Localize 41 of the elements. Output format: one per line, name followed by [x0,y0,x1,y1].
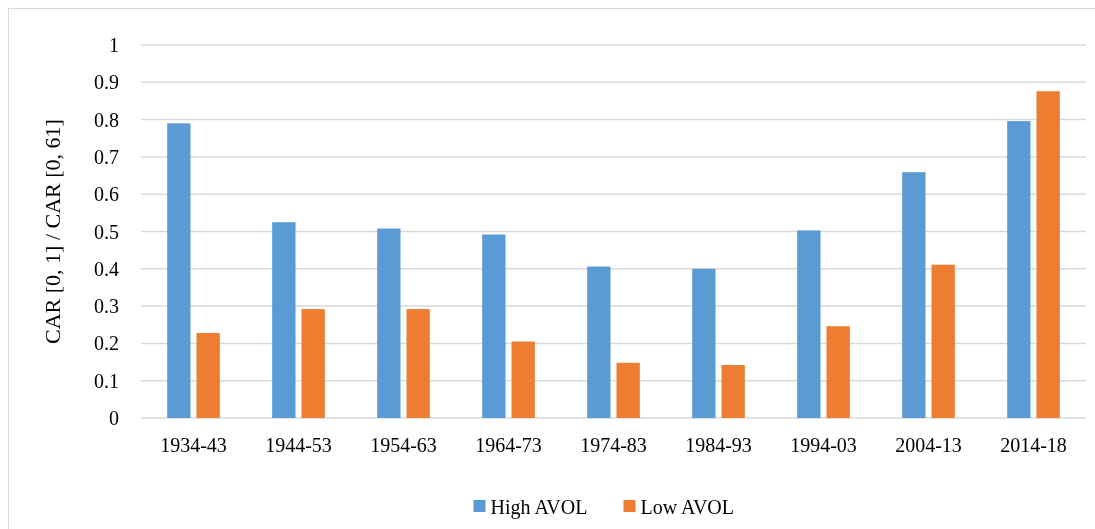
bar [482,234,506,418]
bar [692,268,716,418]
x-tick-label: 1934-43 [160,434,227,456]
y-tick-label: 0.4 [94,257,119,280]
y-axis-title: CAR [0, 1] / CAR [0, 61] [40,119,65,344]
y-tick-label: 0.1 [94,369,119,392]
bar [1007,121,1031,418]
y-tick-label: 0.2 [94,332,119,355]
x-tick-label: 1944-53 [265,434,332,456]
bar [406,309,430,418]
x-tick-label: 1974-83 [580,434,647,456]
bar [377,228,401,418]
y-tick-label: 0 [109,407,119,429]
bar [902,172,926,418]
y-tick-label: 0.5 [94,220,119,243]
bar [616,362,640,418]
bar [301,309,325,418]
bar [797,230,821,418]
y-tick-label: 0.8 [94,108,119,131]
bar [167,123,191,418]
y-tick-label: 0.9 [94,71,119,94]
x-tick-label: 1964-73 [475,434,542,456]
y-tick-label: 0.6 [94,183,119,206]
legend-label: High AVOL [490,496,588,519]
y-tick-label: 0.3 [94,295,119,318]
bar [931,264,955,418]
bar [272,222,296,418]
bar [511,341,535,418]
bar [587,266,611,418]
bar [1036,91,1060,418]
x-tick-label: 2014-18 [1000,434,1067,456]
x-tick-label: 1994-03 [790,434,857,456]
legend-label: Low AVOL [640,496,735,518]
bar [826,326,850,418]
x-tick-label: 1954-63 [370,434,437,456]
x-tick-label: 1984-93 [685,434,752,456]
x-tick-label: 2004-13 [895,434,962,456]
bar [721,365,745,418]
bar [196,332,220,418]
y-tick-label: 1 [109,34,119,56]
y-tick-label: 0.7 [94,145,119,168]
